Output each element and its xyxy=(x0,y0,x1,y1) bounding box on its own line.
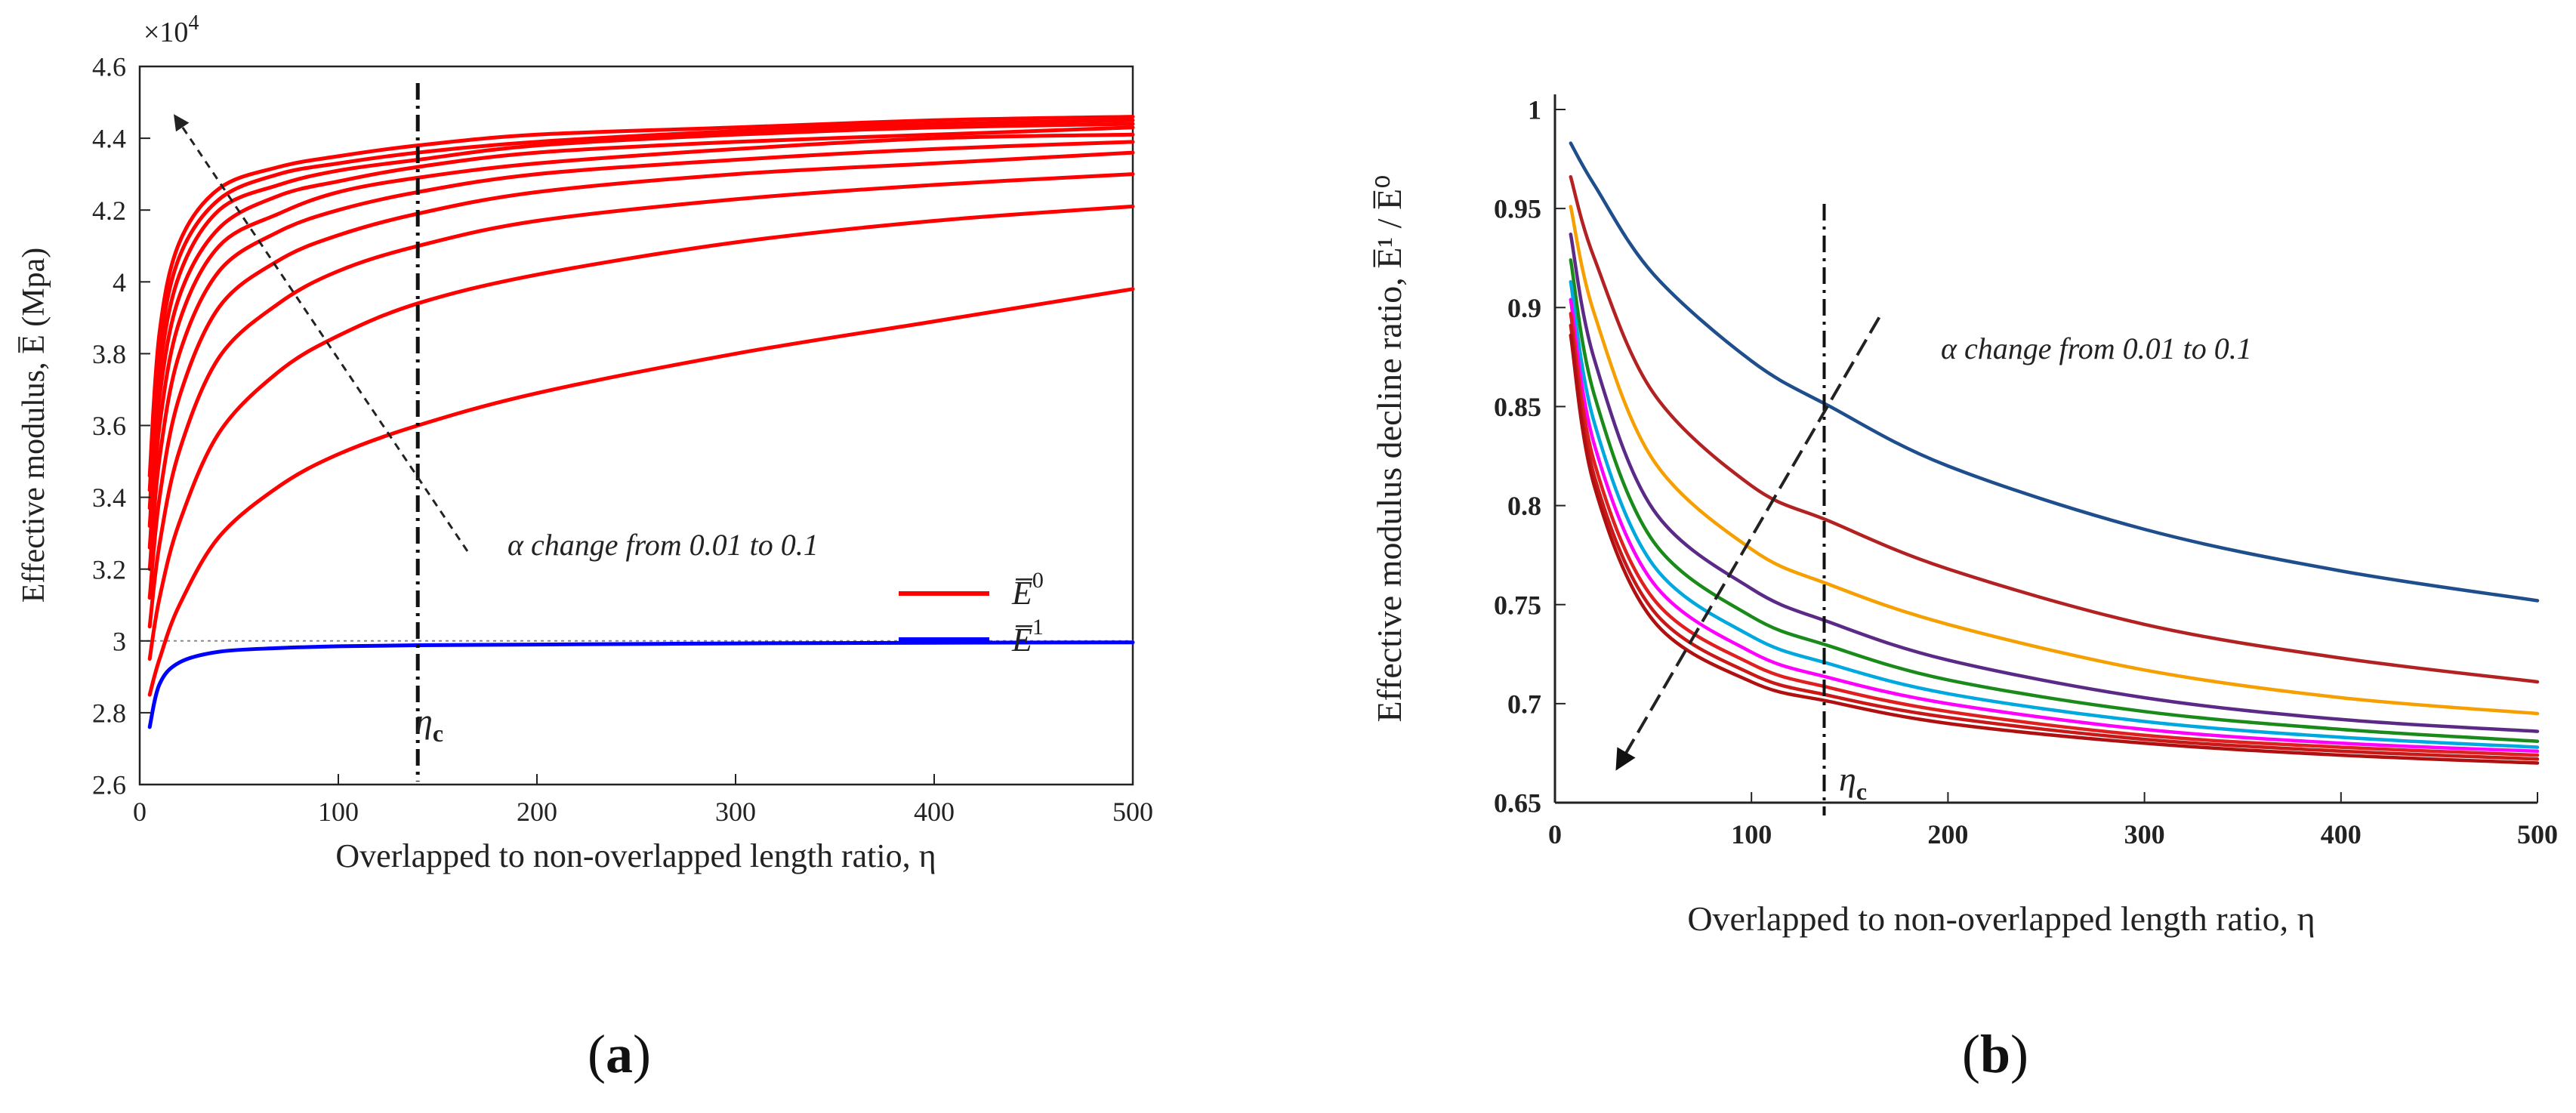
series-line-7 xyxy=(147,125,1135,529)
x-tick-label: 400 xyxy=(914,797,955,827)
chart-a: 0 100 200 300 400 500 2.6 2.8 3 3.2 3.4 3.6 3.8 4 4.2… xyxy=(17,11,1153,874)
series-line-2 xyxy=(1569,174,2540,684)
direction-arrow xyxy=(173,114,469,552)
y-tick-label: 3.4 xyxy=(92,483,126,513)
legend-label-e0: E̅0 xyxy=(1011,568,1044,612)
series-line-10 xyxy=(147,115,1135,478)
y-tick-label: 2.8 xyxy=(92,698,126,729)
chart-a-plot-frame xyxy=(138,65,1134,786)
x-tick-label: 500 xyxy=(1112,797,1153,827)
y-tick-label: 0.9 xyxy=(1507,293,1541,323)
x-tick-label: 500 xyxy=(2517,819,2558,849)
series-line-9 xyxy=(147,118,1135,492)
series-line-4 xyxy=(147,150,1135,600)
series-line-4 xyxy=(1569,232,2540,733)
x-tick-label: 300 xyxy=(2124,819,2165,849)
x-tick-label: 200 xyxy=(1927,819,1968,849)
panel-label-b: (b) xyxy=(1962,1024,2029,1084)
series-line-1 xyxy=(147,287,1135,697)
series-line-8 xyxy=(1569,311,2540,757)
y-tick-label: 2.6 xyxy=(92,770,126,800)
x-tick-label: 200 xyxy=(517,797,557,827)
y-tick-label: 0.8 xyxy=(1507,491,1541,521)
chart-a-legend: E̅0 E̅1 xyxy=(899,568,1044,658)
series-line-7 xyxy=(1569,298,2540,754)
panel-label-a: (a) xyxy=(588,1024,651,1084)
x-tick-label: 100 xyxy=(1731,819,1772,849)
y-tick-label: 4.2 xyxy=(92,196,126,226)
chart-b-x-axis-label: Overlapped to non-overlapped length rati… xyxy=(1687,899,2315,938)
y-tick-label: 3 xyxy=(113,626,126,656)
series-line-8 xyxy=(147,122,1135,510)
chart-a-eta-c-label: ηc xyxy=(415,701,443,747)
chart-a-y-multiplier: ×104 xyxy=(143,11,199,48)
series-line-1 xyxy=(1569,141,2540,603)
chart-b-series xyxy=(1569,141,2540,765)
y-tick-label: 4.4 xyxy=(92,124,126,154)
y-tick-label: 0.7 xyxy=(1507,689,1541,719)
series-line-9 xyxy=(1569,323,2540,761)
y-tick-label: 4.6 xyxy=(92,52,126,82)
chart-a-x-ticks: 0 100 200 300 400 500 xyxy=(133,774,1153,827)
chart-a-arrow xyxy=(173,114,469,552)
chart-a-y-ticks: 2.6 2.8 3 3.2 3.4 3.6 3.8 4 4.2 4.4 4.6 xyxy=(92,52,150,800)
series-line-6 xyxy=(1569,279,2540,749)
y-tick-label: 0.85 xyxy=(1494,392,1541,422)
chart-b-y-ticks: 0.65 0.7 0.75 0.8 0.85 0.9 0.95 1 xyxy=(1494,95,1566,819)
chart-b-eta-c-label: ηc xyxy=(1839,760,1867,805)
chart-b-x-ticks: 0 100 200 300 400 500 xyxy=(1548,792,2558,849)
series-line-6 xyxy=(147,132,1135,550)
legend-label-e1: E̅1 xyxy=(1011,615,1044,658)
chart-b: 0 100 200 300 400 500 0.650.70.750.80.850.90.… xyxy=(1370,94,2558,938)
y-tick-label: 4 xyxy=(113,267,126,298)
series-line-3 xyxy=(1569,205,2540,716)
x-tick-label: 0 xyxy=(133,797,147,827)
y-tick-label: 3.2 xyxy=(92,554,126,584)
y-tick-label: 3.6 xyxy=(92,411,126,441)
chart-a-x-axis-label: Overlapped to non-overlapped length rati… xyxy=(335,837,936,874)
series-line-5 xyxy=(1569,258,2540,743)
y-tick-label: 0.75 xyxy=(1494,590,1541,620)
chart-b-y-axis-label: Effective modulus decline ratio, E̅¹ / E… xyxy=(1370,175,1408,723)
chart-a-annotation: α change from 0.01 to 0.1 xyxy=(507,528,819,562)
series-line-10 xyxy=(1569,333,2540,765)
direction-arrow xyxy=(1615,316,1881,771)
chart-b-axes xyxy=(1553,94,2537,804)
chart-a-y-axis-label: Effective modulus, E̅ (Mpa) xyxy=(17,248,51,603)
series-line-11 xyxy=(147,640,1135,729)
y-tick-label: 3.8 xyxy=(92,339,126,369)
series-line-5 xyxy=(147,140,1135,572)
x-tick-label: 100 xyxy=(318,797,359,827)
y-tick-label: 1 xyxy=(1528,95,1541,125)
chart-b-annotation: α change from 0.01 to 0.1 xyxy=(1941,331,2252,365)
chart-b-arrow xyxy=(1615,316,1881,771)
x-tick-label: 400 xyxy=(2321,819,2362,849)
y-tick-label: 0.95 xyxy=(1494,194,1541,224)
series-line-3 xyxy=(147,172,1135,629)
series-line-2 xyxy=(147,204,1135,661)
y-tick-label: 0.65 xyxy=(1494,788,1541,819)
chart-a-series xyxy=(147,115,1135,729)
x-tick-label: 300 xyxy=(715,797,756,827)
x-tick-label: 0 xyxy=(1548,819,1562,849)
